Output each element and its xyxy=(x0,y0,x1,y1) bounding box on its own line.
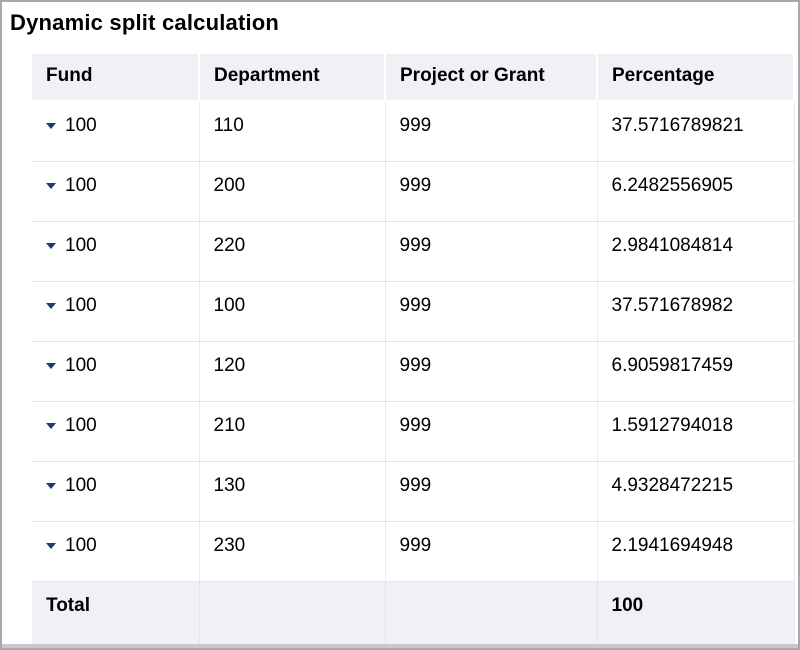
project-cell: 999 xyxy=(385,461,598,522)
fund-value: 100 xyxy=(65,414,97,436)
total-department-cell xyxy=(199,581,386,644)
total-project-cell xyxy=(385,581,598,644)
percentage-cell: 2.9841084814 xyxy=(597,221,795,282)
fund-value: 100 xyxy=(65,474,97,496)
caret-down-icon[interactable] xyxy=(46,542,56,549)
caret-down-icon[interactable] xyxy=(46,422,56,429)
department-cell: 100 xyxy=(199,281,386,342)
project-cell: 999 xyxy=(385,401,598,462)
fund-value: 100 xyxy=(65,294,97,316)
table-row: 100 210 999 1.5912794018 xyxy=(32,401,795,462)
table-row: 100 220 999 2.9841084814 xyxy=(32,221,795,282)
project-cell: 999 xyxy=(385,341,598,402)
fund-cell: 100 xyxy=(32,221,200,282)
window-bottom-border xyxy=(2,644,798,648)
column-header-percentage: Percentage xyxy=(597,54,795,102)
fund-value: 100 xyxy=(65,534,97,556)
table-row: 100 120 999 6.9059817459 xyxy=(32,341,795,402)
table-row: 100 110 999 37.5716789821 xyxy=(32,101,795,162)
caret-down-icon[interactable] xyxy=(46,123,56,129)
fund-value: 100 xyxy=(65,234,97,256)
department-cell: 120 xyxy=(199,341,386,402)
header-row: Fund Department Project or Grant Percent… xyxy=(32,54,795,102)
fund-value: 100 xyxy=(65,354,97,376)
column-header-project-or-grant: Project or Grant xyxy=(385,54,598,102)
table-row: 100 100 999 37.571678982 xyxy=(32,281,795,342)
caret-down-icon[interactable] xyxy=(46,362,56,369)
department-cell: 110 xyxy=(199,101,386,162)
department-cell: 220 xyxy=(199,221,386,282)
fund-cell: 100 xyxy=(32,281,200,342)
page-title: Dynamic split calculation xyxy=(10,10,280,35)
split-table-container: Fund Department Project or Grant Percent… xyxy=(32,54,795,644)
percentage-cell: 1.5912794018 xyxy=(597,401,795,462)
project-cell: 999 xyxy=(385,521,598,582)
table-row: 100 130 999 4.9328472215 xyxy=(32,461,795,522)
fund-cell: 100 xyxy=(32,161,200,222)
percentage-cell: 6.2482556905 xyxy=(597,161,795,222)
project-cell: 999 xyxy=(385,281,598,342)
project-cell: 999 xyxy=(385,101,598,162)
percentage-cell: 4.9328472215 xyxy=(597,461,795,522)
department-cell: 230 xyxy=(199,521,386,582)
fund-cell: 100 xyxy=(32,401,200,462)
caret-down-icon[interactable] xyxy=(46,182,56,189)
project-cell: 999 xyxy=(385,161,598,222)
total-percentage: 100 xyxy=(597,581,795,644)
table-row: 100 200 999 6.2482556905 xyxy=(32,161,795,222)
department-cell: 200 xyxy=(199,161,386,222)
caret-down-icon[interactable] xyxy=(46,482,56,489)
caret-down-icon[interactable] xyxy=(46,242,56,249)
column-header-fund: Fund xyxy=(32,54,200,102)
fund-cell: 100 xyxy=(32,101,200,162)
fund-value: 100 xyxy=(65,174,97,196)
department-cell: 210 xyxy=(199,401,386,462)
percentage-cell: 6.9059817459 xyxy=(597,341,795,402)
percentage-cell: 37.571678982 xyxy=(597,281,795,342)
total-row: Total 100 xyxy=(32,581,795,644)
split-table: Fund Department Project or Grant Percent… xyxy=(32,54,795,644)
percentage-cell: 2.1941694948 xyxy=(597,521,795,582)
column-header-department: Department xyxy=(199,54,386,102)
percentage-cell: 37.5716789821 xyxy=(597,101,795,162)
fund-cell: 100 xyxy=(32,341,200,402)
project-cell: 999 xyxy=(385,221,598,282)
fund-cell: 100 xyxy=(32,461,200,522)
fund-value: 100 xyxy=(65,115,97,136)
fund-cell: 100 xyxy=(32,521,200,582)
caret-down-icon[interactable] xyxy=(46,302,56,309)
table-row: 100 230 999 2.1941694948 xyxy=(32,521,795,582)
department-cell: 130 xyxy=(199,461,386,522)
total-label: Total xyxy=(32,581,200,644)
